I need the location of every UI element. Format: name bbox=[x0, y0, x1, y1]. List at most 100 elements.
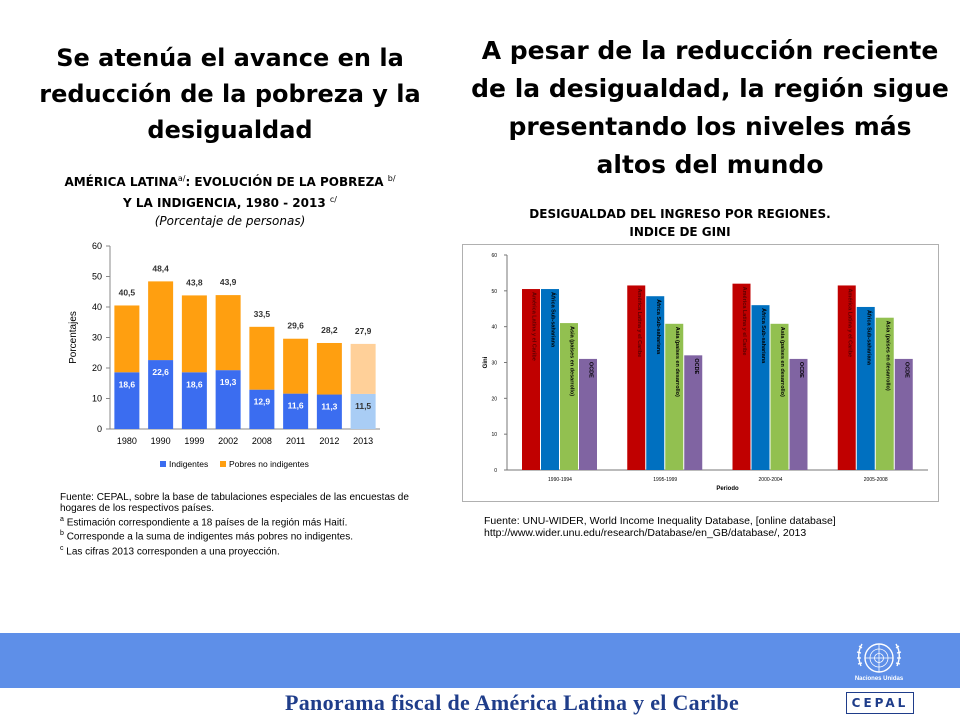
gini-chart-notes: Fuente: UNU-WIDER, World Income Inequali… bbox=[484, 515, 944, 539]
x-tick-label: 2002 bbox=[218, 436, 238, 446]
bar-pobres-no-indigentes bbox=[350, 343, 376, 394]
x-tick-label: 2013 bbox=[353, 436, 373, 446]
gini-bar-label: América Latina y el Caribe bbox=[531, 292, 537, 361]
data-label-total: 29,6 bbox=[287, 321, 304, 331]
footer-bar bbox=[0, 688, 960, 720]
data-label-indigentes: 22,6 bbox=[152, 367, 169, 377]
gini-bar-label: América Latina y el Caribe bbox=[636, 288, 642, 357]
gini-x-tick-label: 1995-1999 bbox=[653, 477, 677, 483]
bar-pobres-no-indigentes bbox=[283, 338, 309, 394]
gini-x-axis-label: Periodo bbox=[716, 486, 739, 492]
gini-bar-label: OCDE bbox=[798, 362, 804, 378]
gini-bar-label: África Sub-sahariana bbox=[760, 308, 767, 364]
gini-bar bbox=[684, 355, 703, 470]
bar-pobres-no-indigentes bbox=[249, 326, 275, 390]
poverty-note-b: b Corresponde a la suma de indigentes má… bbox=[60, 528, 440, 542]
y-tick-label: 0 bbox=[97, 424, 102, 434]
un-emblem-icon bbox=[856, 643, 902, 673]
data-label-total: 43,9 bbox=[220, 277, 237, 287]
gini-y-tick-label: 0 bbox=[494, 468, 497, 474]
gini-bar-label: Asia (países en desarrollo) bbox=[779, 327, 785, 397]
legend-swatch-indigentes bbox=[160, 461, 166, 467]
gini-bar bbox=[894, 358, 913, 470]
data-label-indigentes: 11,6 bbox=[288, 401, 304, 411]
y-tick-label: 10 bbox=[92, 394, 102, 404]
data-label-indigentes: 11,5 bbox=[355, 401, 371, 411]
poverty-note-a: a Estimación correspondiente a 18 países… bbox=[60, 514, 440, 528]
gini-y-tick-label: 20 bbox=[491, 396, 497, 402]
gini-bar-label: África Sub-sahariana bbox=[550, 292, 557, 348]
note-a-text: Estimación correspondiente a 18 países d… bbox=[66, 517, 348, 529]
poverty-heading-subtitle: (Porcentaje de personas) bbox=[154, 214, 306, 228]
un-label: Naciones Unidas bbox=[854, 676, 904, 682]
gini-bar-label: África Sub-sahariana bbox=[655, 299, 662, 355]
gini-heading-line1: DESIGUALDAD DEL INGRESO POR REGIONES. bbox=[529, 207, 831, 221]
gini-bar-label: Asia (países en desarrollo) bbox=[674, 327, 680, 397]
gini-bar bbox=[837, 285, 856, 470]
gini-bar bbox=[646, 296, 665, 470]
bar-indigentes bbox=[283, 393, 309, 429]
poverty-heading-line2: Y LA INDIGENCIA, 1980 - 2013 bbox=[123, 196, 326, 210]
y-axis-label: Porcentajes bbox=[68, 311, 79, 364]
gini-bar bbox=[627, 285, 646, 470]
y-tick-label: 20 bbox=[92, 363, 102, 373]
gini-bar bbox=[665, 323, 684, 470]
footer-title: Panorama fiscal de América Latina y el C… bbox=[285, 690, 740, 715]
gini-chart-frame: 0 10 20 30 40 50 60 Gini Periodo América Latina y… bbox=[462, 244, 939, 502]
gini-bar-label: OCDE bbox=[693, 358, 699, 374]
gini-bar bbox=[541, 289, 559, 470]
gini-heading-line2: INDICE DE GINI bbox=[629, 225, 731, 239]
bar-indigentes bbox=[181, 372, 207, 429]
cepal-logo: CEPAL bbox=[846, 692, 914, 714]
note-mark-c: c/ bbox=[329, 195, 337, 204]
note-a-mark: a bbox=[60, 516, 64, 523]
gini-x-tick-label: 2000-2004 bbox=[759, 477, 783, 483]
poverty-heading-line1b: : EVOLUCIÓN DE LA POBREZA bbox=[185, 175, 384, 189]
gini-bar-label: América Latina y el Caribe bbox=[846, 288, 852, 357]
gini-bar bbox=[522, 289, 540, 470]
data-label-total: 28,2 bbox=[321, 325, 338, 335]
data-label-total: 27,9 bbox=[355, 326, 372, 336]
data-label-total: 40,5 bbox=[119, 287, 136, 297]
legend-swatch-pobres bbox=[220, 461, 226, 467]
note-mark-a: a/ bbox=[177, 174, 186, 183]
gini-bar-label: Asia (países en desarrollo) bbox=[569, 326, 575, 396]
y-tick-label: 50 bbox=[92, 272, 102, 282]
y-tick-label: 60 bbox=[92, 241, 102, 251]
x-tick-label: 2011 bbox=[286, 436, 305, 446]
x-tick-label: 2008 bbox=[252, 436, 272, 446]
gini-bar-label: África Sub-sahariana bbox=[865, 310, 872, 366]
bar-indigentes bbox=[316, 394, 342, 429]
gini-bar bbox=[789, 358, 808, 470]
gini-bar-label: América Latina y el Caribe bbox=[741, 287, 747, 356]
x-tick-label: 1990 bbox=[151, 436, 171, 446]
note-b-mark: b bbox=[60, 530, 64, 538]
poverty-chart: 0 10 20 30 40 50 60 Porcentajes 18,6 40,5 1980 22,6… bbox=[68, 241, 380, 469]
data-label-indigentes: 19,3 bbox=[220, 377, 237, 387]
bar-indigentes bbox=[350, 393, 376, 429]
poverty-source-note: Fuente: CEPAL, sobre la base de tabulaci… bbox=[60, 492, 409, 514]
gini-source-note: Fuente: UNU-WIDER, World Income Inequali… bbox=[484, 515, 836, 527]
bar-indigentes bbox=[249, 389, 275, 429]
note-mark-b: b/ bbox=[387, 174, 396, 183]
gini-y-axis-label: Gini bbox=[483, 356, 489, 368]
bar-indigentes bbox=[148, 360, 174, 429]
data-label-total: 48,4 bbox=[152, 263, 169, 273]
gini-bar bbox=[732, 283, 751, 470]
gini-chart: 0 10 20 30 40 50 60 Gini Periodo América Latina y… bbox=[483, 253, 928, 492]
bar-indigentes bbox=[114, 372, 140, 429]
data-label-total: 33,5 bbox=[254, 309, 271, 319]
x-tick-label: 1999 bbox=[184, 436, 204, 446]
bar-pobres-no-indigentes bbox=[316, 342, 342, 395]
legend-label-pobres: Pobres no indigentes bbox=[229, 459, 309, 469]
gini-bar bbox=[579, 358, 597, 470]
legend-label-indigentes: Indigentes bbox=[169, 459, 208, 469]
left-slide-title: Se atenúa el avance en la reducción de l… bbox=[39, 44, 421, 144]
gini-y-tick-label: 30 bbox=[491, 361, 497, 367]
note-c-mark: c bbox=[60, 544, 64, 552]
gini-bar bbox=[856, 306, 875, 470]
y-tick-label: 40 bbox=[92, 302, 102, 312]
data-label-indigentes: 12,9 bbox=[254, 397, 271, 407]
gini-source-url: http://www.wider.unu.edu/research/Databa… bbox=[484, 527, 807, 539]
gini-bar bbox=[770, 323, 789, 470]
